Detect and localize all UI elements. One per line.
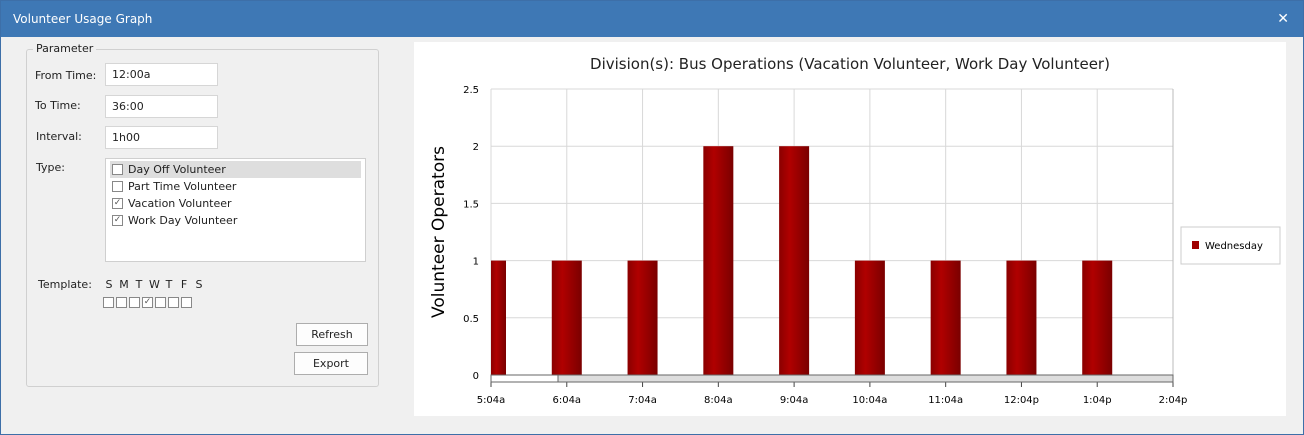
bar <box>854 260 885 375</box>
interval-label: Interval: <box>36 130 82 143</box>
type-item[interactable]: Day Off Volunteer <box>110 161 361 178</box>
day-checkbox[interactable] <box>181 297 192 308</box>
y-tick-label: 1.5 <box>463 199 479 210</box>
to-time-input[interactable]: 36:00 <box>105 95 218 118</box>
day-checkbox[interactable] <box>116 297 127 308</box>
close-icon[interactable]: ✕ <box>1277 11 1289 27</box>
type-item[interactable]: ✓ Work Day Volunteer <box>110 212 361 229</box>
legend-swatch <box>1192 241 1199 249</box>
volunteer-chart: Division(s): Bus Operations (Vacation Vo… <box>429 55 1281 406</box>
checkbox[interactable] <box>112 164 123 175</box>
bar <box>1006 260 1037 375</box>
type-item-label: Day Off Volunteer <box>128 163 226 176</box>
type-item-label: Work Day Volunteer <box>128 214 238 227</box>
day-label: T <box>165 278 173 291</box>
x-tick-label: 5:04a <box>477 395 506 406</box>
refresh-button[interactable]: Refresh <box>296 323 368 346</box>
checkbox[interactable]: ✓ <box>112 215 123 226</box>
bar <box>627 260 658 375</box>
day-checkbox[interactable] <box>129 297 140 308</box>
day-label: M <box>119 278 129 291</box>
x-tick-label: 10:04a <box>852 395 887 406</box>
y-tick-label: 0.5 <box>463 314 479 325</box>
day-checkbox[interactable] <box>155 297 166 308</box>
chart-title: Division(s): Bus Operations (Vacation Vo… <box>590 55 1110 73</box>
bar <box>1082 260 1113 375</box>
day-checkbox[interactable] <box>168 297 179 308</box>
x-tick-label: 12:04p <box>1004 395 1039 406</box>
x-tick-label: 8:04a <box>704 395 733 406</box>
checkbox[interactable]: ✓ <box>112 198 123 209</box>
from-time-label: From Time: <box>35 69 97 82</box>
type-item[interactable]: ✓ Vacation Volunteer <box>110 195 361 212</box>
type-item-label: Vacation Volunteer <box>128 197 232 210</box>
chart-panel: Division(s): Bus Operations (Vacation Vo… <box>414 42 1286 416</box>
day-label: F <box>180 278 188 291</box>
day-label: S <box>105 278 113 291</box>
day-label: T <box>135 278 143 291</box>
type-label: Type: <box>36 161 65 174</box>
to-time-label: To Time: <box>35 99 81 112</box>
day-checkbox[interactable]: ✓ <box>142 297 153 308</box>
bar <box>551 260 582 375</box>
bar <box>779 146 810 375</box>
y-tick-label: 2.5 <box>463 85 479 96</box>
day-label: W <box>149 278 160 291</box>
x-tick-label: 7:04a <box>628 395 657 406</box>
interval-input[interactable]: 1h00 <box>105 126 218 149</box>
legend-label: Wednesday <box>1205 241 1263 252</box>
group-title: Parameter <box>33 42 97 55</box>
day-checkboxes: ✓ <box>103 297 192 308</box>
window-title: Volunteer Usage Graph <box>13 12 153 26</box>
day-label: S <box>195 278 203 291</box>
y-tick-label: 0 <box>473 371 479 382</box>
x-tick-label: 2:04p <box>1159 395 1188 406</box>
y-tick-label: 2 <box>473 142 479 153</box>
y-axis-label: Volunteer Operators <box>429 146 449 318</box>
type-list[interactable]: Day Off Volunteer Part Time Volunteer ✓ Vac… <box>105 158 366 262</box>
scrollbar-thumb[interactable] <box>557 374 1174 383</box>
parameter-group: Parameter <box>26 42 379 387</box>
day-checkbox[interactable] <box>103 297 114 308</box>
y-tick-label: 1 <box>473 257 479 268</box>
bar <box>930 260 961 375</box>
type-item-label: Part Time Volunteer <box>128 180 237 193</box>
bar <box>491 260 506 375</box>
title-bar: Volunteer Usage Graph ✕ <box>1 1 1303 37</box>
x-tick-label: 1:04p <box>1083 395 1112 406</box>
x-tick-label: 11:04a <box>928 395 963 406</box>
bar <box>703 146 734 375</box>
checkbox[interactable] <box>112 181 123 192</box>
type-item[interactable]: Part Time Volunteer <box>110 178 361 195</box>
x-tick-label: 6:04a <box>552 395 581 406</box>
from-time-input[interactable]: 12:00a <box>105 63 218 86</box>
export-button[interactable]: Export <box>294 352 368 375</box>
x-tick-label: 9:04a <box>780 395 809 406</box>
template-label: Template: <box>38 278 92 291</box>
